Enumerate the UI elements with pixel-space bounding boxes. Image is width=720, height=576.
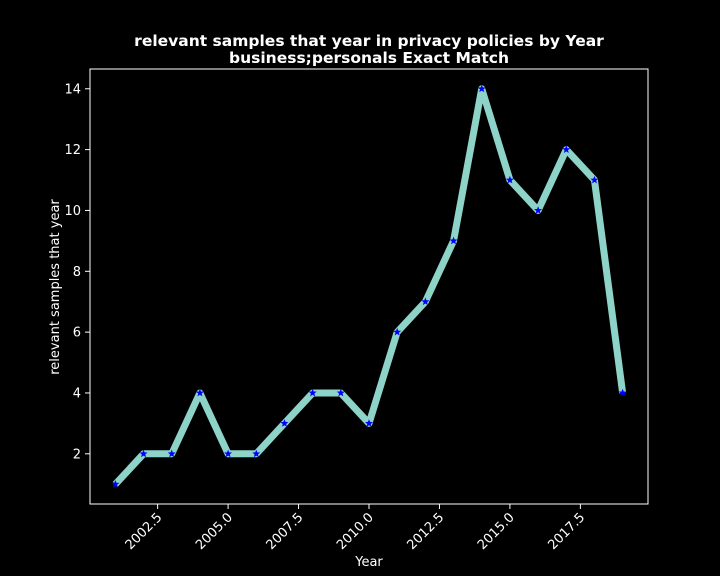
data-point-marker [365,419,373,427]
y-tick-label: 4 [73,386,81,401]
data-point-marker [505,175,514,184]
chart-subtitle: business;personals Exact Match [229,49,509,67]
x-axis-label: Year [354,555,383,570]
data-point-marker [336,388,345,397]
y-tick-label: 8 [73,265,81,280]
data-point-marker [224,449,233,458]
data-point-marker [280,419,289,427]
y-axis-label: relevant samples that year [48,199,63,375]
data-point-marker [139,449,148,458]
data-point-marker [534,206,543,214]
data-point-marker [421,297,430,306]
data-point-marker [167,449,176,458]
data-point-marker [618,388,627,397]
y-tick-label: 12 [64,143,81,158]
data-point-marker [590,175,599,184]
data-point-marker [111,480,120,488]
data-point-marker [195,388,204,397]
series-layer [111,84,627,488]
y-axis-ticks: 2 4 6 8 10 12 14 [64,82,90,462]
data-point-marker [252,449,261,458]
y-tick-label: 6 [73,326,81,341]
y-tick-label: 2 [73,447,81,462]
data-point-marker [393,327,402,336]
y-tick-label: 14 [64,82,81,97]
data-point-marker [308,388,317,397]
y-tick-label: 10 [64,204,81,219]
chart-title: relevant samples that year in privacy po… [134,32,604,50]
data-point-marker [449,236,458,245]
data-point-marker [477,84,486,93]
data-point-marker [562,145,571,154]
